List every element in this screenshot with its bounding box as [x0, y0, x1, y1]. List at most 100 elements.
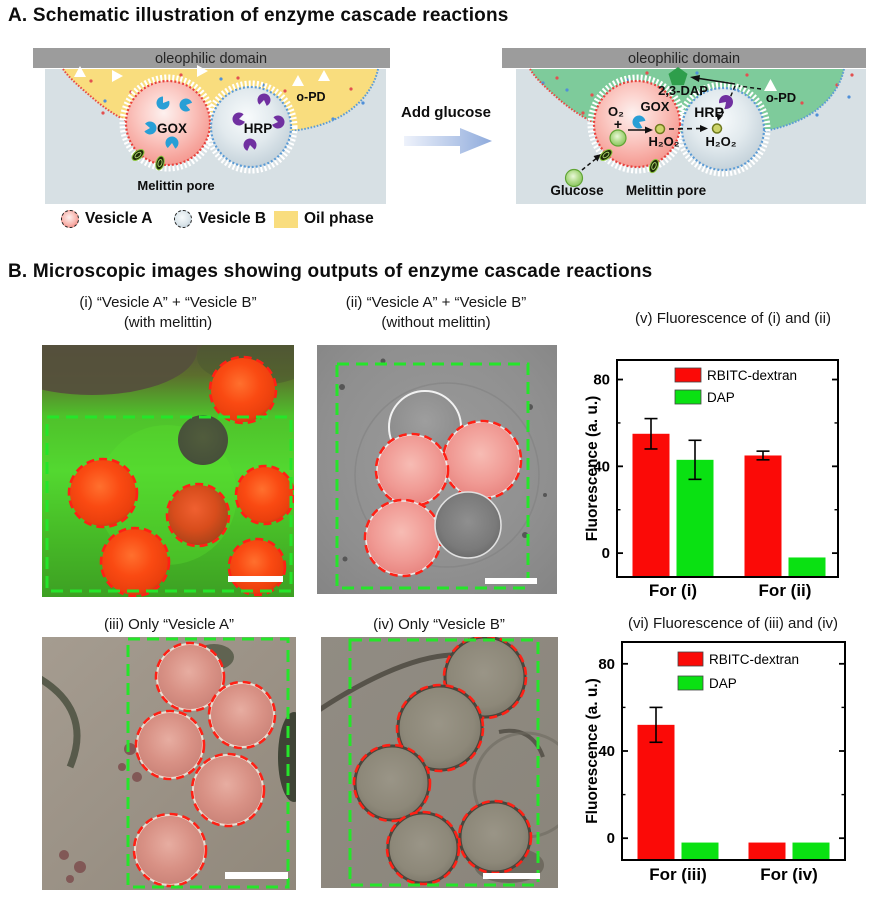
x-category-label: For (iii)	[649, 865, 707, 884]
molecule-speck	[800, 101, 804, 105]
microscopy-image-i	[0, 305, 317, 598]
dashed-path	[738, 85, 762, 90]
vesicle-droplet	[353, 744, 431, 822]
chart-vi-title: (vi) Fluorescence of (iii) and (iv)	[627, 615, 839, 632]
molecule-speck	[745, 73, 749, 77]
y-tick-label: 40	[598, 743, 615, 760]
vesicle-droplet	[376, 434, 448, 506]
y-tick-label: 80	[593, 372, 610, 389]
gox-label: GOX	[641, 99, 670, 114]
vesicle-outline-dashed	[442, 634, 528, 720]
plus-label: +	[614, 116, 622, 132]
schematic-after-glucose: oleophilic domain 2,3-DAP o-PD O₂ + GOX …	[502, 48, 866, 204]
hrp-label: HRP	[694, 104, 724, 120]
vesicle-droplet	[458, 800, 532, 874]
x-category-label: For (ii)	[759, 581, 812, 600]
legend-label: RBITC-dextran	[709, 652, 799, 667]
gox-enzyme-icon	[165, 136, 179, 149]
vesicle-droplet	[434, 491, 502, 559]
vesicle-b-icon	[174, 210, 192, 228]
hrp-enzyme-icon	[718, 95, 733, 110]
section-a-title: A. Schematic illustration of enzyme casc…	[8, 5, 509, 26]
y-tick-label: 40	[593, 458, 610, 475]
caption-ii: (ii) “Vesicle A” + “Vesicle B” (without …	[345, 294, 527, 331]
molecule-speck	[236, 76, 240, 80]
h2o2-icon	[711, 123, 723, 134]
vesicle-droplet	[178, 415, 228, 465]
melittin-pore-label: Melittin pore	[137, 178, 214, 193]
vesicle-outline-dashed	[385, 810, 461, 886]
section-b-title: B. Microscopic images showing outputs of…	[8, 261, 653, 282]
scale-bar	[483, 873, 540, 879]
scale-bar	[225, 872, 288, 879]
hrp-enzyme-icon	[257, 93, 271, 106]
microscopy-image-iv	[314, 634, 580, 888]
vesicle-droplet	[443, 421, 521, 499]
bar	[792, 842, 830, 860]
caption-iv: (iv) Only “Vesicle B”	[373, 616, 505, 633]
dap-pentagon-icon	[668, 67, 688, 86]
glucose-icon	[564, 168, 584, 188]
plot-frame	[616, 359, 839, 578]
gox-enzyme-icon	[156, 96, 170, 110]
opd-label: o-PD	[296, 90, 325, 104]
melittin-pore-icon	[155, 155, 165, 171]
caption-iii: (iii) Only “Vesicle A”	[103, 616, 235, 633]
bar-chart-v: For (i) For (ii) 0 40 80 Fluorescence (a. u.)…	[584, 340, 879, 602]
glucose-label: Glucose	[550, 183, 604, 198]
melittin-pore-label: Melittin pore	[626, 183, 707, 198]
molecule-speck	[219, 77, 223, 81]
vesicle-outline-dashed	[207, 680, 277, 750]
x-category-label: For (iv)	[760, 865, 818, 884]
bar	[744, 455, 782, 577]
o2-label: O₂	[608, 104, 624, 119]
y-tick-label: 0	[607, 830, 615, 847]
vesicle-b	[209, 85, 293, 169]
schematic-before-glucose: oleophilic domain GOX HRP o-PD Melittin …	[33, 48, 390, 204]
vesicle-outline-dashed	[165, 482, 231, 548]
gox-enzyme-icon	[179, 98, 193, 112]
roi-dashed-rect	[126, 637, 290, 889]
reaction-arrow	[695, 77, 736, 85]
glucose-icon	[609, 129, 627, 147]
molecule-speck	[101, 111, 105, 115]
arrowhead	[645, 126, 653, 134]
arrowhead	[593, 154, 601, 162]
vesicle-droplet	[136, 711, 204, 779]
h2o2-label: H₂O₂	[648, 134, 679, 149]
chart-v-title: (v) Fluorescence of (i) and (ii)	[635, 310, 831, 327]
scale-bar	[485, 578, 537, 584]
molecule-speck	[349, 87, 353, 91]
dap-label: 2,3-DAP	[658, 83, 708, 98]
bar	[681, 842, 719, 860]
roi-dashed-rect	[45, 415, 293, 593]
hrp-label: HRP	[244, 121, 273, 136]
dashed-path	[719, 85, 736, 119]
oleophilic-domain-bar	[33, 48, 390, 68]
vesicle-outline-dashed	[154, 641, 226, 713]
vesicle-droplet	[211, 358, 275, 422]
arrowhead	[716, 113, 723, 121]
microscopy-image-ii	[317, 345, 557, 594]
vesicle-droplet	[237, 467, 293, 523]
add-glucose-label: Add glucose	[400, 104, 491, 121]
vesicle-droplet	[70, 460, 136, 526]
vesicle-droplet	[386, 811, 460, 885]
vesicle-outline-dashed	[99, 526, 171, 598]
vesicle-outline-dashed	[134, 709, 206, 781]
oleophilic-domain-bar	[502, 48, 866, 68]
molecule-speck	[590, 93, 594, 97]
bar-chart-vi: For (iii) For (iv) 0 40 80 Fluorescence (a. u…	[584, 638, 879, 890]
legend-label: Vesicle B	[198, 210, 267, 227]
molecule-speck	[565, 88, 569, 92]
vesicle-outline-dashed	[67, 457, 139, 529]
oleophilic-domain-label: oleophilic domain	[628, 51, 740, 67]
dashed-path	[581, 156, 599, 171]
vesicle-b-fringe	[204, 80, 298, 174]
legend-swatch	[674, 367, 702, 383]
molecule-speck	[179, 73, 183, 77]
molecule-speck	[283, 89, 287, 93]
legend-swatch	[677, 675, 704, 691]
gox-enzyme-icon	[144, 121, 157, 135]
